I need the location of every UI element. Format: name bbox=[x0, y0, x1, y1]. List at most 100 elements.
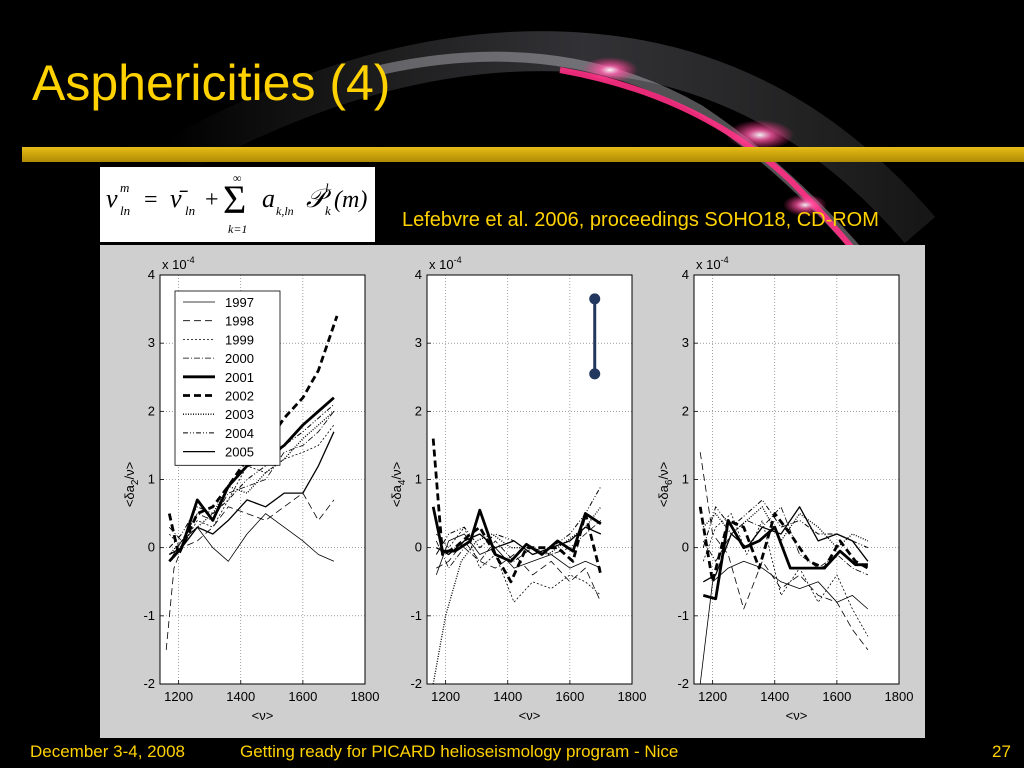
x-axis-label: <ν> bbox=[519, 708, 541, 723]
series-line-2002 bbox=[167, 315, 339, 556]
scale-label: x 10-4 bbox=[162, 255, 195, 272]
series-line-2005 bbox=[435, 526, 602, 556]
y-label-part: <δa bbox=[389, 484, 404, 507]
y-tick-label: 4 bbox=[415, 267, 422, 282]
y-tick-label: 3 bbox=[415, 335, 422, 350]
legend-label-2002: 2002 bbox=[225, 389, 254, 404]
eq-lhs-sub: ln bbox=[120, 203, 130, 218]
y-tick-label: 1 bbox=[148, 472, 155, 487]
scale-label: x 10-4 bbox=[696, 255, 729, 272]
series-group bbox=[698, 452, 869, 685]
y-tick-label: 3 bbox=[682, 335, 689, 350]
x-axis-label: <ν> bbox=[786, 708, 808, 723]
series-group bbox=[431, 438, 603, 685]
y-tick-label: -1 bbox=[410, 608, 422, 623]
series-group bbox=[165, 315, 339, 650]
y-axis-label: <δa4/ν> bbox=[389, 462, 408, 507]
equation-box: ν m ln = ν̄ ln + ∞ Σ k=1 a k,ln 𝒫 l k (m… bbox=[100, 167, 375, 242]
scale-label-base: x 10 bbox=[429, 257, 454, 272]
chart-panel-3: 1200 1400 1600 1800 -2 -1 0 1 2 3 4 x 10-4 <ν> <δa6/ν… bbox=[656, 255, 913, 723]
footer-date: December 3-4, 2008 bbox=[30, 742, 185, 761]
series-line-2003 bbox=[702, 506, 869, 549]
eq-poly-sub: k bbox=[325, 203, 331, 218]
eq-sum-bottom: k=1 bbox=[228, 222, 247, 236]
x-tick-label: 1800 bbox=[885, 689, 914, 704]
series-line-1999 bbox=[702, 513, 869, 637]
y-axis-label: <δa6/ν> bbox=[656, 462, 675, 507]
x-tick-label: 1600 bbox=[555, 689, 584, 704]
series-line-1999 bbox=[436, 526, 602, 603]
y-tick-label: 4 bbox=[682, 267, 689, 282]
x-tick-label: 1400 bbox=[493, 689, 522, 704]
eq-term-sub: k,ln bbox=[276, 204, 294, 218]
legend-label-1999: 1999 bbox=[225, 332, 254, 347]
y-tick-label: 2 bbox=[148, 403, 155, 418]
error-bar-cap-high bbox=[589, 293, 601, 305]
y-tick-label: 0 bbox=[148, 540, 155, 555]
x-axis-label: <ν> bbox=[252, 708, 274, 723]
footer-event: Getting ready for PICARD helioseismology… bbox=[240, 742, 679, 761]
series-line-1997 bbox=[168, 513, 335, 562]
series-line-2005 bbox=[702, 506, 869, 583]
series-line-2002 bbox=[698, 506, 869, 584]
series-line-1997 bbox=[699, 560, 869, 685]
y-tick-label: -1 bbox=[677, 608, 689, 623]
legend-label-1997: 1997 bbox=[225, 295, 254, 310]
series-line-2004 bbox=[168, 404, 335, 549]
eq-equals: = bbox=[144, 187, 158, 213]
y-tick-label: 3 bbox=[148, 335, 155, 350]
error-bar-cap-low bbox=[589, 368, 601, 380]
slide-title: Asphericities (4) bbox=[32, 55, 391, 111]
y-label-subscript: 2 bbox=[130, 479, 141, 485]
series-line-2000 bbox=[702, 506, 869, 576]
scale-label: x 10-4 bbox=[429, 255, 462, 272]
legend-label-2000: 2000 bbox=[225, 351, 254, 366]
y-tick-label: 2 bbox=[682, 403, 689, 418]
eq-arg: (m) bbox=[334, 187, 367, 213]
scale-label-base: x 10 bbox=[162, 257, 187, 272]
scale-label-exponent: -4 bbox=[187, 255, 195, 265]
y-tick-label: -2 bbox=[677, 676, 689, 691]
y-label-part: /ν> bbox=[389, 462, 404, 480]
x-tick-label: 1200 bbox=[164, 689, 193, 704]
y-tick-label: 4 bbox=[148, 267, 155, 282]
y-label-part: <δa bbox=[656, 484, 671, 507]
y-tick-label: 2 bbox=[415, 403, 422, 418]
eq-plus: + bbox=[205, 187, 219, 213]
y-label-subscript: 4 bbox=[397, 479, 408, 485]
eq-lhs: ν bbox=[106, 184, 118, 213]
x-tick-label: 1400 bbox=[760, 689, 789, 704]
citation: Lefebvre et al. 2006, proceedings SOHO18… bbox=[402, 209, 879, 231]
scale-label-exponent: -4 bbox=[721, 255, 729, 265]
y-tick-label: -2 bbox=[143, 676, 155, 691]
figure-panel: 1200 1400 1600 1800 -2 -1 0 1 2 3 4 x 10-4 <ν> <δa2/ν… bbox=[100, 245, 925, 738]
y-label-part: /ν> bbox=[656, 462, 671, 480]
plot-frame bbox=[426, 274, 633, 685]
legend-label-1998: 1998 bbox=[225, 314, 254, 329]
y-tick-label: -1 bbox=[143, 608, 155, 623]
eq-term: a bbox=[262, 184, 275, 213]
scale-label-exponent: -4 bbox=[454, 255, 462, 265]
y-tick-label: 1 bbox=[682, 472, 689, 487]
x-tick-label: 1600 bbox=[822, 689, 851, 704]
x-tick-label: 1800 bbox=[618, 689, 647, 704]
title-rule bbox=[22, 147, 1024, 162]
x-tick-label: 1800 bbox=[351, 689, 380, 704]
series-line-1997 bbox=[435, 533, 602, 576]
footer-page-number: 27 bbox=[992, 742, 1011, 761]
y-axis-label: <δa2/ν> bbox=[122, 462, 141, 507]
y-tick-label: -2 bbox=[410, 676, 422, 691]
plot-frame bbox=[693, 274, 900, 685]
legend-label-2005: 2005 bbox=[225, 445, 254, 460]
series-line-2005 bbox=[168, 431, 335, 556]
y-tick-label: 0 bbox=[415, 540, 422, 555]
series-line-2002 bbox=[431, 438, 603, 584]
y-label-subscript: 6 bbox=[664, 479, 675, 485]
legend-label-2003: 2003 bbox=[225, 407, 254, 422]
x-tick-label: 1600 bbox=[288, 689, 317, 704]
eq-lhs-sup: m bbox=[120, 180, 129, 195]
legend-label-2004: 2004 bbox=[225, 426, 254, 441]
plot-frame bbox=[159, 274, 366, 685]
